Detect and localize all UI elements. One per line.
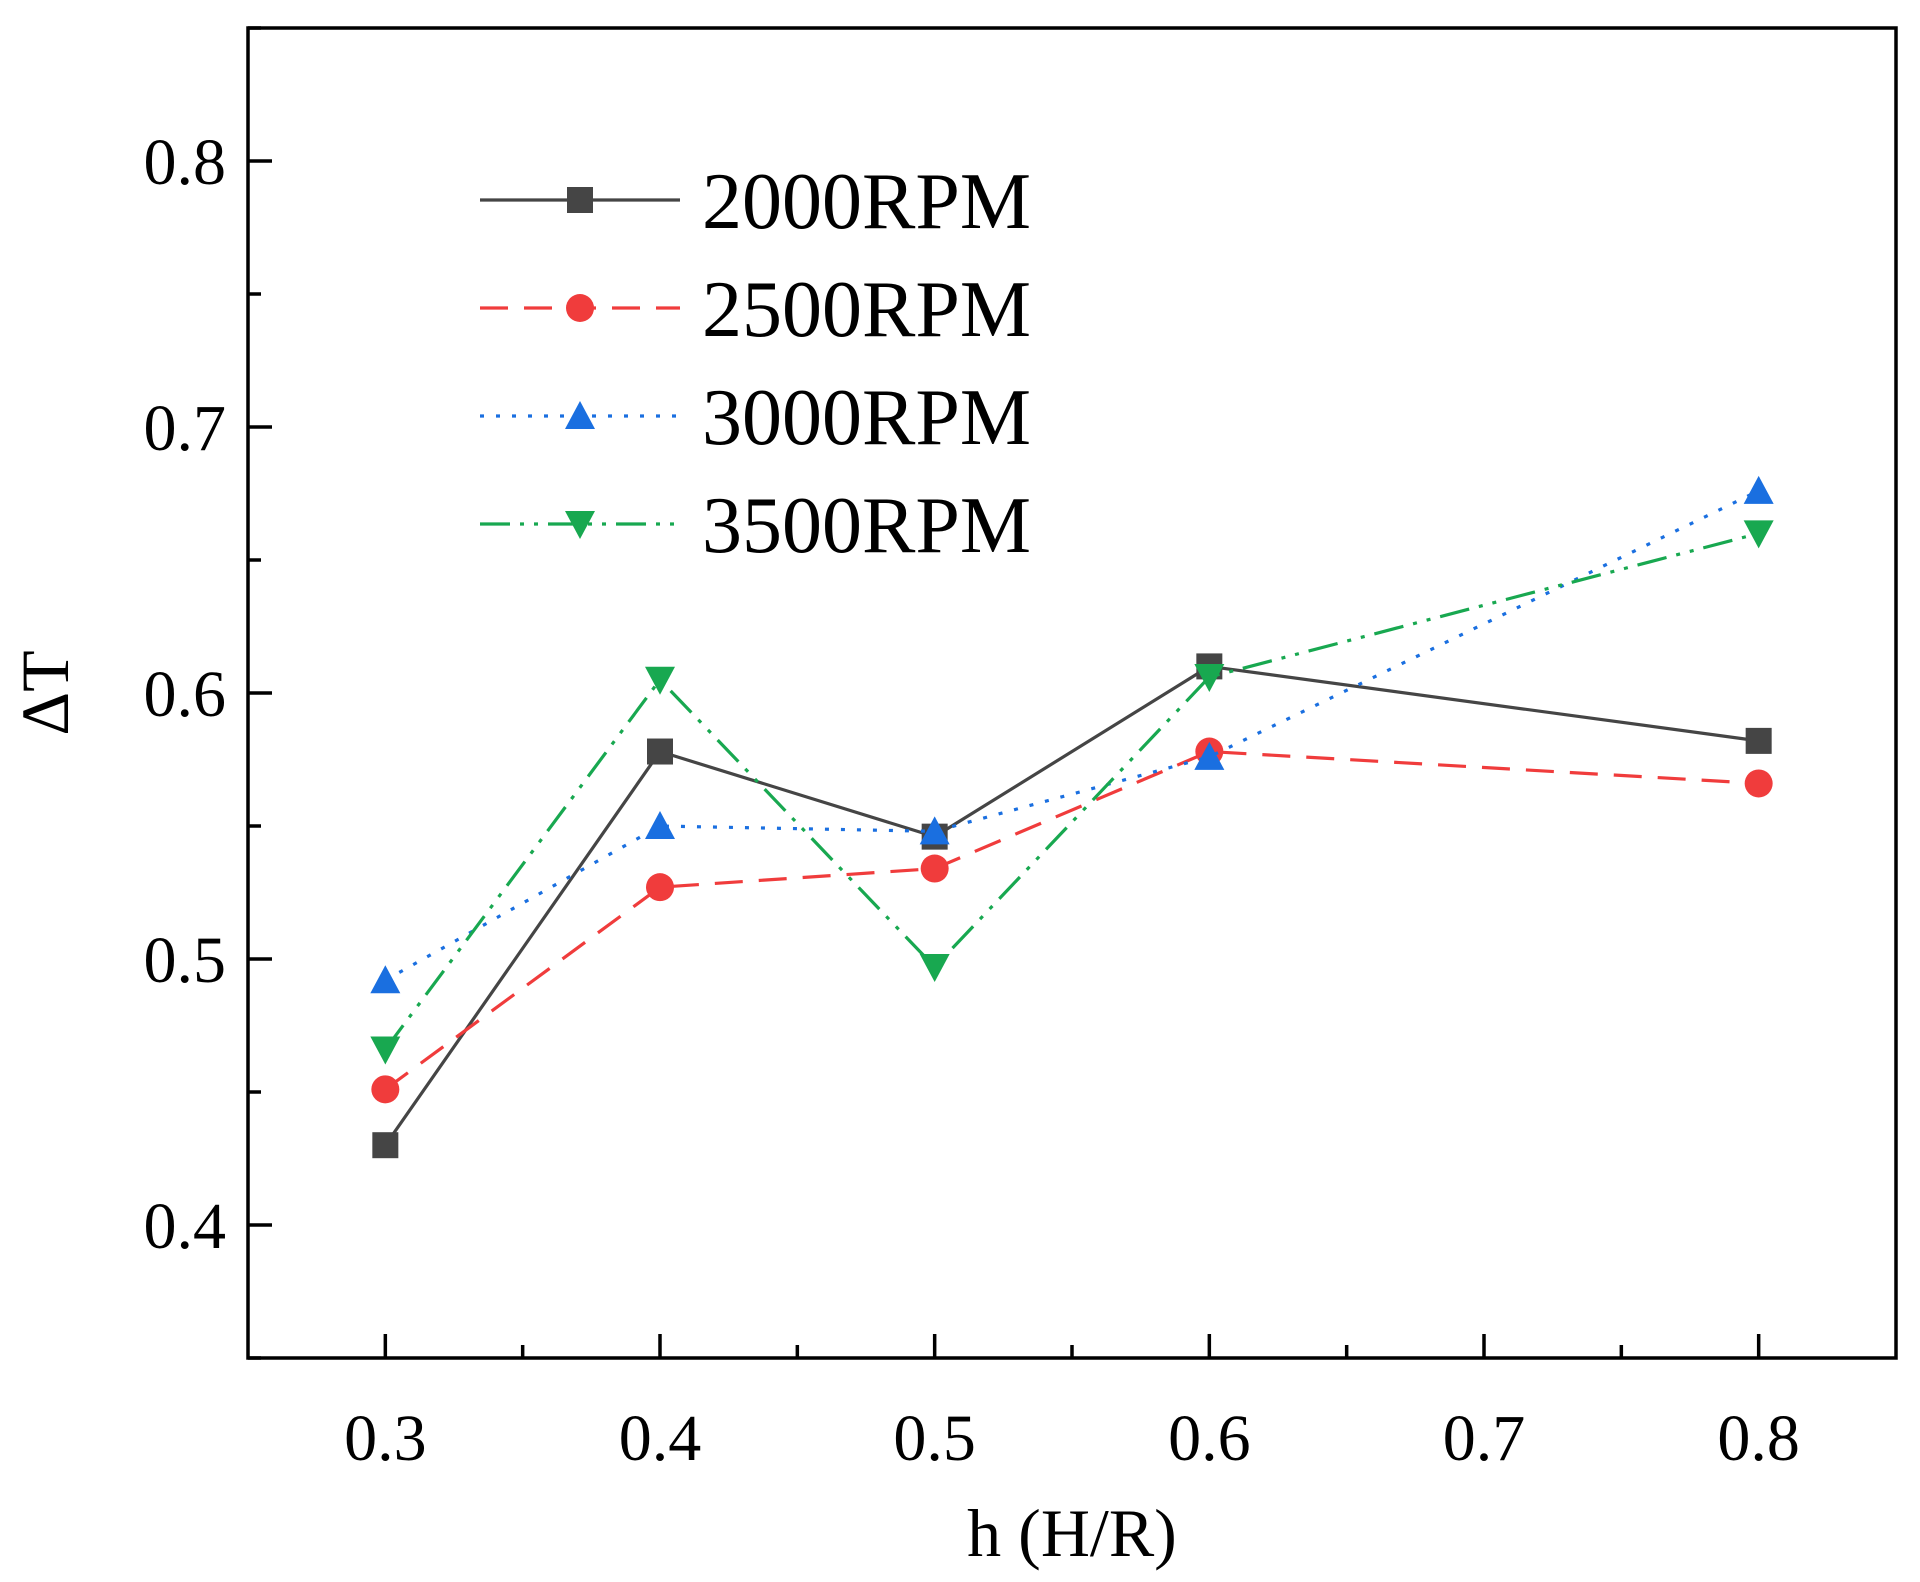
legend-marker bbox=[566, 294, 594, 322]
x-tick-label: 0.7 bbox=[1443, 1402, 1526, 1475]
data-point bbox=[1194, 664, 1225, 693]
series-line bbox=[384, 489, 1760, 982]
data-point bbox=[371, 1075, 400, 1104]
data-point bbox=[1743, 475, 1774, 504]
y-tick-label: 0.5 bbox=[144, 924, 227, 997]
data-point bbox=[919, 816, 950, 845]
series-layer bbox=[370, 475, 1774, 1159]
data-point bbox=[1744, 769, 1773, 798]
legend-marker bbox=[565, 401, 595, 429]
legend-label: 3500RPM bbox=[702, 482, 1031, 570]
data-point bbox=[645, 666, 675, 695]
x-tick-label: 0.3 bbox=[344, 1402, 427, 1475]
data-point bbox=[647, 738, 673, 765]
series-3500RPM bbox=[370, 520, 1774, 1065]
x-tick-label: 0.5 bbox=[893, 1402, 976, 1475]
legend-marker bbox=[565, 511, 595, 539]
y-axis-title: ΔT bbox=[7, 650, 83, 735]
data-point bbox=[370, 1036, 401, 1065]
legend-marker bbox=[567, 187, 593, 213]
legend-label: 3000RPM bbox=[702, 374, 1031, 462]
data-point bbox=[646, 873, 674, 902]
y-tick-label: 0.4 bbox=[144, 1190, 227, 1263]
data-point bbox=[1194, 741, 1225, 770]
data-point bbox=[1745, 727, 1772, 754]
legend-label: 2000RPM bbox=[702, 158, 1031, 246]
y-tick-label: 0.6 bbox=[144, 658, 227, 731]
x-tick-label: 0.6 bbox=[1168, 1402, 1251, 1475]
y-tick-label: 0.8 bbox=[144, 126, 227, 199]
x-tick-label: 0.8 bbox=[1717, 1402, 1800, 1475]
y-tick-label: 0.7 bbox=[144, 392, 227, 465]
data-point bbox=[372, 1132, 399, 1159]
axes-layer: 0.3 0.4 0.5 0.6 0.7 0.8 0.4 0.5 0.6 0.7 0.8 bbox=[144, 26, 1800, 1475]
data-point bbox=[919, 953, 950, 982]
legend-label: 2500RPM bbox=[702, 266, 1031, 354]
data-point bbox=[920, 854, 949, 883]
legend-item: 3500RPM bbox=[480, 482, 1031, 570]
legend: 2000RPM 2500RPM 3000RPM 3500RPM bbox=[480, 158, 1031, 570]
legend-item: 2500RPM bbox=[480, 266, 1031, 354]
data-point bbox=[645, 811, 675, 839]
data-point bbox=[1743, 520, 1774, 549]
data-point bbox=[370, 965, 401, 994]
series-3000RPM bbox=[370, 475, 1774, 994]
legend-item: 3000RPM bbox=[480, 374, 1031, 462]
legend-item: 2000RPM bbox=[480, 158, 1031, 246]
x-tick-label: 0.4 bbox=[619, 1402, 702, 1475]
x-axis-title: h (H/R) bbox=[967, 1495, 1177, 1571]
